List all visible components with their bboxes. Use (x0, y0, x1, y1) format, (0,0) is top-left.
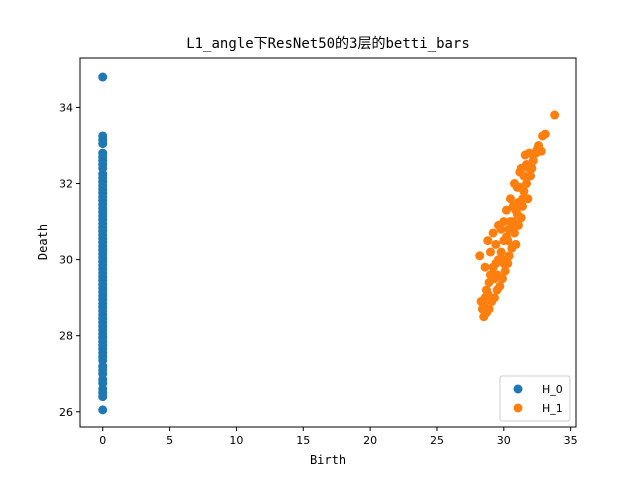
y-tick-label-28: 28 (59, 330, 73, 343)
x-tick-label-30: 30 (497, 434, 511, 447)
point-h1-9 (526, 171, 536, 181)
point-h1-29 (504, 251, 514, 261)
point-h1-49 (479, 312, 489, 322)
point-h1-56 (485, 247, 495, 257)
point-h1-27 (507, 243, 517, 253)
point-h1-66 (507, 224, 517, 234)
legend-label-h0: H_0 (542, 383, 563, 396)
point-h0-3 (98, 139, 108, 149)
point-h1-39 (492, 285, 502, 295)
y-axis-ticks: 26 28 30 32 34 (59, 101, 80, 419)
point-h1-76 (489, 274, 499, 284)
point-h1-64 (519, 171, 529, 181)
chart-title: L1_angle下ResNet50的3层的betti_bars (186, 36, 470, 52)
point-h1-60 (505, 194, 515, 204)
x-tick-label-35: 35 (564, 434, 578, 447)
plot-area-frame (79, 57, 577, 428)
point-h1-61 (501, 205, 511, 215)
point-h1-73 (527, 163, 537, 173)
point-h1-50 (476, 296, 486, 306)
point-h1-53 (488, 228, 498, 238)
y-tick-label-32: 32 (59, 178, 73, 191)
point-h0-0 (98, 72, 108, 82)
point-h1-2 (538, 131, 548, 141)
legend-marker-h1 (513, 403, 523, 413)
point-h1-6 (528, 156, 538, 166)
point-h1-62 (496, 224, 506, 234)
data-points (98, 72, 560, 415)
x-tick-label-10: 10 (229, 434, 243, 447)
legend-label-h1: H_1 (542, 402, 563, 415)
y-tick-label-34: 34 (59, 101, 73, 114)
point-h1-69 (503, 236, 513, 246)
x-tick-label-5: 5 (166, 434, 173, 447)
x-tick-label-15: 15 (296, 434, 310, 447)
point-h1-77 (508, 201, 518, 211)
y-axis-label: Death (36, 224, 50, 260)
legend: H_0 H_1 (499, 375, 571, 422)
y-tick-label-26: 26 (59, 406, 73, 419)
point-h1-79 (530, 148, 540, 158)
point-h1-65 (512, 209, 522, 219)
legend-marker-h0 (513, 384, 523, 394)
point-h1-58 (510, 179, 519, 189)
point-h1-22 (505, 217, 515, 227)
point-h1-0 (550, 110, 560, 120)
point-h1-57 (491, 239, 501, 249)
y-tick-label-30: 30 (59, 254, 73, 267)
point-h1-33 (500, 266, 510, 276)
point-h1-36 (488, 262, 498, 272)
point-h1-74 (518, 194, 528, 204)
x-axis-ticks: 0 5 10 15 20 25 30 35 (99, 427, 578, 447)
point-h1-55 (480, 262, 490, 272)
point-h1-43 (487, 296, 497, 306)
x-axis-label: Birth (310, 453, 346, 467)
point-h1-70 (483, 289, 493, 299)
x-tick-label-25: 25 (430, 434, 444, 447)
point-h1-21 (514, 220, 524, 230)
point-h1-51 (475, 251, 485, 261)
point-h1-63 (499, 217, 509, 227)
point-h0-67 (98, 405, 108, 415)
point-h1-75 (499, 258, 509, 268)
x-tick-label-20: 20 (363, 434, 377, 447)
point-h1-52 (483, 236, 493, 246)
point-h1-48 (477, 304, 487, 314)
point-h1-11 (522, 179, 532, 189)
point-h0-66 (98, 392, 108, 402)
x-tick-label-0: 0 (99, 434, 106, 447)
point-h1-30 (496, 247, 506, 257)
